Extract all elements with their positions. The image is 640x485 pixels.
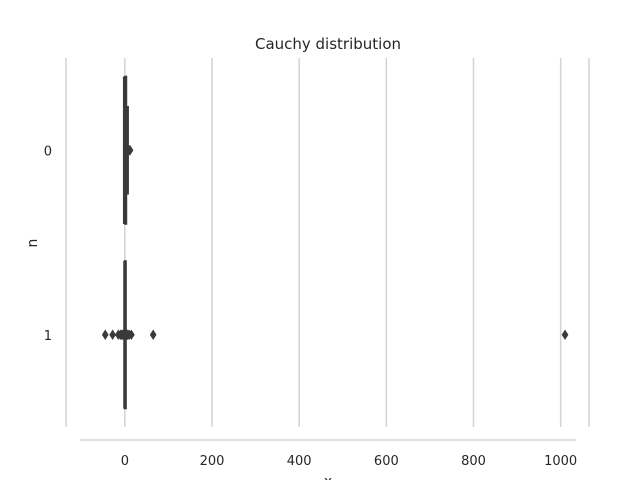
x-tick-label: 200 xyxy=(200,454,225,469)
outlier-point xyxy=(149,329,157,340)
x-tick-label: 0 xyxy=(121,454,129,469)
boxes xyxy=(101,75,569,410)
gridlines xyxy=(65,58,590,427)
outlier-point xyxy=(561,329,569,340)
outlier-point xyxy=(128,329,135,340)
x-tick-label: 600 xyxy=(374,454,399,469)
tick-labels: 0 200 400 600 800 1000 0 1 xyxy=(44,144,577,469)
outlier-point xyxy=(126,145,134,156)
outlier-point xyxy=(101,329,109,340)
x-tick-label: 400 xyxy=(287,454,312,469)
x-tick-label: 800 xyxy=(461,454,486,469)
box-group xyxy=(122,75,134,225)
outlier-point xyxy=(109,329,116,340)
y-tick-label: 1 xyxy=(44,329,52,344)
y-axis-label: n xyxy=(25,239,41,248)
chart-title: Cauchy distribution xyxy=(255,35,401,53)
box-group xyxy=(101,260,569,410)
x-axis-label: x xyxy=(324,474,332,480)
x-tick-label: 1000 xyxy=(544,454,577,469)
y-tick-label: 0 xyxy=(44,144,52,159)
